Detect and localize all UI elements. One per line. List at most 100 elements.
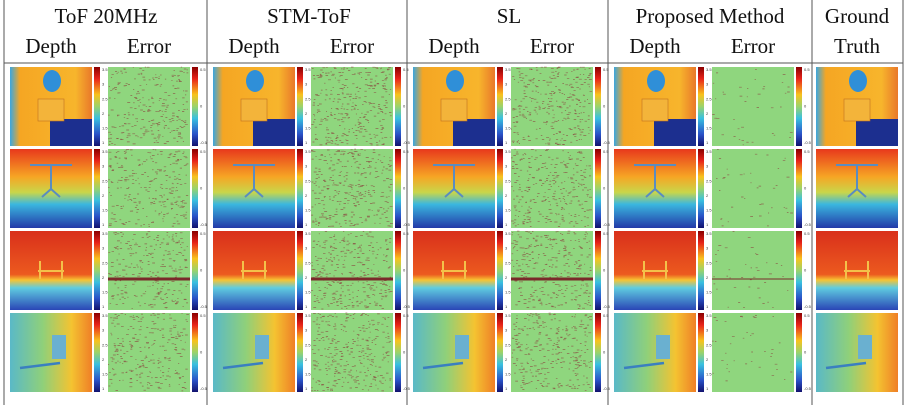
colorbar <box>297 313 303 392</box>
depth-image <box>614 149 696 228</box>
colorbar-tick-label: -0.5 <box>200 304 208 309</box>
object <box>441 99 467 121</box>
colorbar-tick-label: 0.5 <box>603 231 609 236</box>
colorbar-tick-label: 0.5 <box>804 67 810 72</box>
colorbar <box>94 231 100 310</box>
colorbar-tick-label: 2 <box>706 193 709 198</box>
object <box>246 70 264 92</box>
colorbar <box>497 313 503 392</box>
colorbar-tick-label: 2.5 <box>505 178 511 183</box>
colorbar-tick-label: 3.5 <box>102 149 108 154</box>
column-subtitle: Error <box>127 34 171 58</box>
colorbar-tick-label: 2.5 <box>305 260 311 265</box>
colorbar-tick-label: 3 <box>505 328 508 333</box>
colorbar-tick-label: 1.5 <box>305 125 311 130</box>
object <box>255 335 269 359</box>
colorbar-tick-label: 0.5 <box>200 313 206 318</box>
colorbar <box>595 231 601 310</box>
colorbar-tick-label: 2 <box>706 275 709 280</box>
colorbar <box>796 231 802 310</box>
colorbar-tick-label: -0.5 <box>403 304 411 309</box>
colorbar-tick-label: 3 <box>102 328 105 333</box>
colorbar-tick-label: 3.5 <box>706 67 712 72</box>
object <box>642 99 668 121</box>
depth-image <box>10 149 92 228</box>
colorbar <box>94 67 100 146</box>
colorbar-tick-label: -0.5 <box>200 386 208 391</box>
colorbar-tick-label: 0.5 <box>200 149 206 154</box>
column-title: STM-ToF <box>267 4 351 28</box>
colorbar-tick-label: 1 <box>505 140 508 145</box>
colorbar <box>192 313 198 392</box>
colorbar-tick-label: 2.5 <box>706 260 712 265</box>
error-image <box>511 313 593 392</box>
colorbar-tick-label: 0 <box>603 104 606 109</box>
colorbar-tick-label: 0 <box>403 104 406 109</box>
column-title: Ground <box>825 4 890 28</box>
error-image <box>108 231 190 310</box>
colorbar-tick-label: 2 <box>505 111 508 116</box>
colorbar-tick-label: -0.5 <box>403 386 411 391</box>
colorbar-tick-label: 2.5 <box>305 342 311 347</box>
depth-image <box>10 231 92 310</box>
error-image <box>712 231 794 310</box>
colorbar-tick-label: 3.5 <box>505 67 511 72</box>
depth-image <box>413 231 495 310</box>
colorbar <box>796 67 802 146</box>
depth-image <box>816 67 898 146</box>
colorbar-tick-label: -0.5 <box>804 304 812 309</box>
colorbar-tick-label: 1 <box>706 222 709 227</box>
error-image <box>311 231 393 310</box>
colorbar-tick-label: -0.5 <box>603 386 611 391</box>
colorbar-tick-label: 0 <box>403 350 406 355</box>
colorbar-tick-label: -0.5 <box>603 304 611 309</box>
colorbar <box>297 67 303 146</box>
colorbar <box>297 149 303 228</box>
object <box>647 70 665 92</box>
error-fill <box>311 313 393 392</box>
colorbar-tick-label: 2 <box>102 193 105 198</box>
colorbar <box>297 231 303 310</box>
colorbar <box>595 67 601 146</box>
object <box>241 99 267 121</box>
depth-image <box>614 313 696 392</box>
depth-fill <box>816 313 898 392</box>
colorbar-tick-label: 3 <box>102 246 105 251</box>
colorbar <box>497 149 503 228</box>
colorbar-tick-label: 3 <box>706 82 709 87</box>
colorbar-tick-label: 1.5 <box>102 289 108 294</box>
colorbar <box>698 67 704 146</box>
colorbar <box>497 67 503 146</box>
error-image <box>311 313 393 392</box>
colorbar-tick-label: 2.5 <box>706 342 712 347</box>
colorbar-tick-label: 1.5 <box>102 207 108 212</box>
column-subtitle: Error <box>530 34 574 58</box>
colorbar-tick-label: 2.5 <box>102 342 108 347</box>
colorbar-tick-label: -0.5 <box>200 140 208 145</box>
colorbar-tick-label: 2 <box>102 275 105 280</box>
colorbar-tick-label: -0.5 <box>804 222 812 227</box>
colorbar-tick-label: 0 <box>603 350 606 355</box>
colorbar-tick-label: -0.5 <box>603 222 611 227</box>
colorbar-tick-label: 2 <box>305 357 308 362</box>
colorbar-tick-label: 0.5 <box>200 231 206 236</box>
colorbar-tick-label: 2.5 <box>102 96 108 101</box>
colorbar-tick-label: 2.5 <box>505 96 511 101</box>
colorbar-tick-label: -0.5 <box>403 222 411 227</box>
colorbar-tick-label: 3.5 <box>706 149 712 154</box>
colorbar-tick-label: 3.5 <box>505 149 511 154</box>
column-subtitle: Depth <box>428 34 480 58</box>
colorbar-tick-label: 1 <box>305 304 308 309</box>
colorbar-tick-label: 3 <box>505 246 508 251</box>
colorbar-tick-label: 1 <box>505 304 508 309</box>
colorbar-tick-label: 2.5 <box>305 96 311 101</box>
object <box>654 119 696 146</box>
colorbar-tick-label: 1 <box>505 386 508 391</box>
colorbar-tick-label: 1.5 <box>706 125 712 130</box>
colorbar-tick-label: 0 <box>200 104 203 109</box>
colorbar <box>698 313 704 392</box>
colorbar-tick-label: 0.5 <box>804 149 810 154</box>
colorbar-tick-label: 1 <box>706 304 709 309</box>
depth-image <box>614 67 696 146</box>
object <box>858 335 872 359</box>
